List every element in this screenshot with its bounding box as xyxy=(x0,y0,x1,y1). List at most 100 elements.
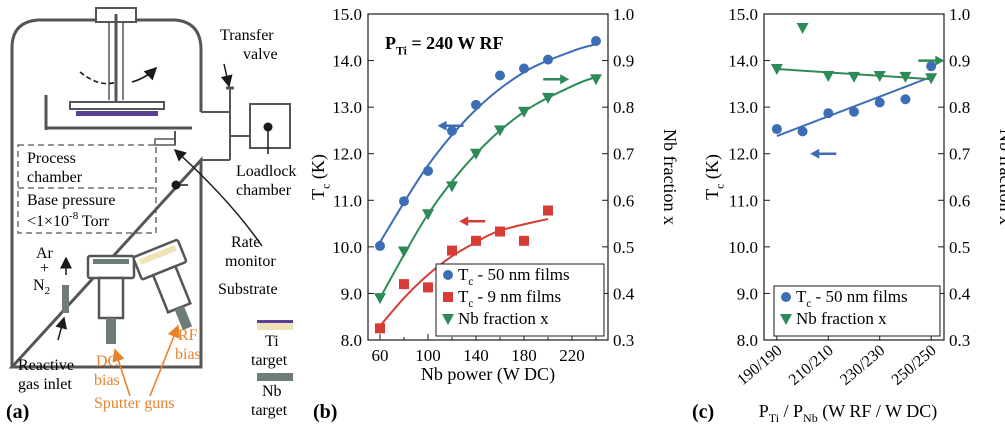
legend-box xyxy=(435,263,605,337)
gas-n2-label: N2 xyxy=(33,277,50,297)
y-tick-label: 15.0 xyxy=(728,5,758,24)
x-tick-label: 230/230 xyxy=(837,342,888,389)
ti-target-swatch xyxy=(257,323,293,330)
gas-inlet-arrow xyxy=(55,316,68,341)
axis-arrowhead xyxy=(935,55,945,66)
y2-tick-label: 1.0 xyxy=(949,5,970,24)
fit-line-circle xyxy=(379,43,597,243)
y-tick-label: 14.0 xyxy=(728,52,758,71)
process-chamber-box xyxy=(17,144,157,234)
legend-marker xyxy=(443,270,453,280)
legend-marker xyxy=(443,292,453,302)
data-point-triangle-down xyxy=(925,73,938,85)
chart-c: 8.0 9.0 10.0 11.0 12.0 13.0 14.0 15.0 0.3 0.4 0.5 0… xyxy=(692,5,1005,425)
legend-label: Tc - 50 nm films xyxy=(458,265,570,288)
fit-line-triangle-down xyxy=(379,75,597,299)
dc-bias-label-2: bias xyxy=(94,372,120,389)
y2-tick-label: 0.4 xyxy=(949,284,971,303)
data-point-circle xyxy=(874,97,885,108)
data-point-circle xyxy=(797,126,808,137)
data-point-triangle-down xyxy=(398,246,410,258)
x-tick-label: 210/210 xyxy=(786,342,837,389)
transfer-valve-label-1: Transfer xyxy=(220,27,274,44)
data-point-square xyxy=(399,279,409,290)
y2-tick-label: 0.7 xyxy=(949,145,971,164)
y-tick-label: 11.0 xyxy=(729,191,758,210)
data-point-circle xyxy=(849,106,859,117)
y-tick-label: 10.0 xyxy=(332,238,362,257)
substrate-holder xyxy=(69,101,165,110)
y2-axis-label: Nb fraction x xyxy=(660,129,680,225)
y-tick-label: 13.0 xyxy=(332,98,362,117)
legend-label: Tc - 9 nm films xyxy=(458,287,561,310)
gas-ar-label: Ar xyxy=(36,245,54,262)
panel-c-label: (c) xyxy=(692,401,714,423)
rf-bias-label-2: bias xyxy=(175,346,201,363)
y2-tick-label: 0.3 xyxy=(613,331,634,350)
rotation-arrow-right xyxy=(131,66,158,83)
process-chamber-label-2: chamber xyxy=(27,169,83,186)
y2-tick-label: 0.6 xyxy=(613,191,634,210)
dc-sputter-gun xyxy=(86,254,136,344)
data-point-circle xyxy=(543,54,553,65)
axis-arrowhead xyxy=(437,120,447,131)
y-tick-label: 12.0 xyxy=(332,145,362,164)
data-point-circle xyxy=(399,196,409,207)
dc-bias-label-1: DC xyxy=(96,353,118,370)
y2-tick-label: 0.5 xyxy=(949,238,970,257)
y-tick-label: 15.0 xyxy=(332,5,362,24)
substrate xyxy=(76,111,158,116)
chamber-shelf xyxy=(44,126,192,130)
x-tick-label: 180 xyxy=(511,346,537,365)
process-chamber-label-1: Process xyxy=(27,150,76,167)
data-point-circle xyxy=(423,165,433,176)
sputter-gun-arrow-dc xyxy=(112,348,131,397)
x-tick-label: 100 xyxy=(415,346,441,365)
y-tick-label: 11.0 xyxy=(333,191,362,210)
axis-arrowhead xyxy=(560,74,570,85)
data-point-circle xyxy=(900,94,911,105)
data-point-triangle-down xyxy=(590,74,602,86)
legend-marker xyxy=(780,314,792,325)
loadlock-label-2: chamber xyxy=(236,182,292,199)
plot-frame xyxy=(763,13,945,341)
y2-axis-label: Nb fraction x xyxy=(996,129,1005,225)
data-point-square xyxy=(495,226,505,237)
y2-tick-label: 0.9 xyxy=(949,52,970,71)
data-point-triangle-down xyxy=(542,92,554,104)
rf-bias-label-1: RF xyxy=(178,327,198,344)
sputter-gun-arrow-rf xyxy=(149,324,180,397)
data-point-circle xyxy=(926,61,937,72)
loadlock-chamber xyxy=(249,103,291,149)
data-point-circle xyxy=(591,36,601,47)
legend-marker xyxy=(442,314,454,325)
y-tick-label: 9.0 xyxy=(341,284,362,303)
y-tick-label: 8.0 xyxy=(341,331,362,350)
legend-nb-label-2: target xyxy=(251,402,288,419)
y-tick-label: 12.0 xyxy=(728,145,758,164)
data-point-circle xyxy=(471,99,481,110)
axis-arrowhead xyxy=(459,216,469,227)
data-point-square xyxy=(423,282,433,293)
y2-tick-label: 1.0 xyxy=(613,5,634,24)
data-point-triangle-down xyxy=(422,209,434,221)
data-point-triangle-down xyxy=(494,125,506,137)
reactive-gas-label-2: gas inlet xyxy=(18,376,72,393)
y2-tick-label: 0.9 xyxy=(613,52,634,71)
panel-a-system-diagram: Process chamber Base pressure <1×10-8 To… xyxy=(6,7,296,423)
data-point-square xyxy=(447,245,457,256)
rate-monitor-crystal xyxy=(154,138,176,146)
fit-line-circle xyxy=(776,75,932,137)
data-point-triangle-down xyxy=(873,70,886,82)
y2-tick-label: 0.7 xyxy=(613,145,635,164)
x-tick-label: 220 xyxy=(559,346,585,365)
data-point-square xyxy=(471,235,481,246)
power-annotation: PTi = 240 W RF xyxy=(385,33,503,57)
y2-tick-label: 0.4 xyxy=(613,284,635,303)
data-point-circle xyxy=(771,124,782,135)
x-axis-label: Nb power (W DC) xyxy=(421,364,555,385)
data-point-square xyxy=(543,205,553,216)
